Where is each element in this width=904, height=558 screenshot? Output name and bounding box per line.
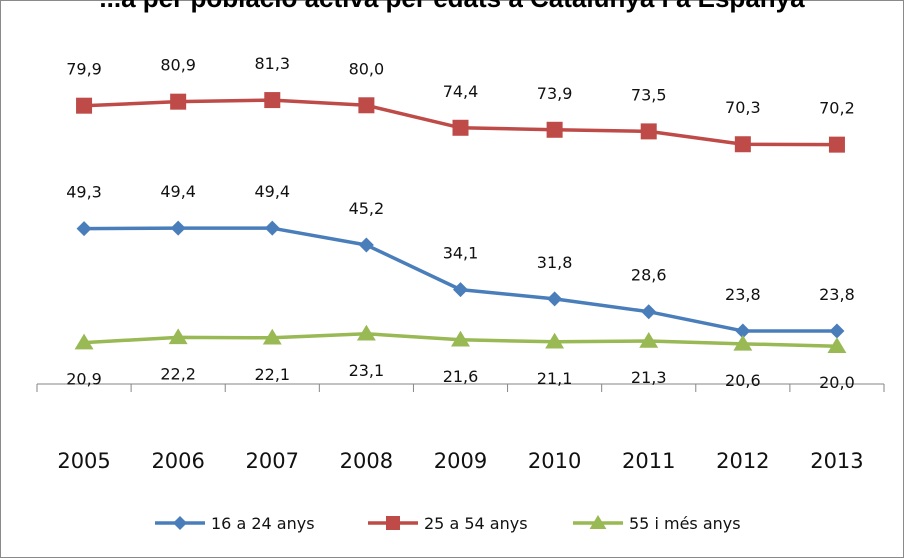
data-point-square — [828, 136, 845, 153]
data-label: 20,9 — [66, 370, 102, 389]
data-labels: 49,3 49,4 49,4 45,2 34,1 31,8 28,6 23,8 23,8 79,9… — [66, 54, 855, 392]
data-label: 20,6 — [725, 371, 761, 390]
data-point-triangle — [733, 334, 753, 351]
data-label: 73,5 — [631, 85, 667, 104]
x-axis: 2005 2006 2007 2008 2009 2010 2011 2012 2013 — [36, 383, 885, 473]
x-tick-label: 2008 — [340, 449, 393, 473]
legend-label: 25 a 54 anys — [424, 514, 528, 533]
data-point-diamond — [264, 220, 280, 236]
data-point-diamond — [358, 237, 374, 253]
data-label: 20,0 — [819, 373, 855, 392]
x-tick-label: 2013 — [810, 449, 863, 473]
data-label: 70,3 — [725, 98, 761, 117]
x-tick-label: 2005 — [57, 449, 110, 473]
data-point-diamond — [453, 282, 468, 298]
data-point-square — [546, 121, 563, 138]
data-label: 22,2 — [160, 364, 196, 383]
data-point-diamond — [170, 220, 186, 236]
x-tick-label: 2012 — [716, 449, 769, 473]
data-label: 79,9 — [66, 60, 102, 79]
data-label: 70,2 — [819, 99, 855, 118]
data-point-triangle — [262, 328, 282, 345]
data-point-square — [358, 97, 375, 114]
data-label: 21,6 — [443, 367, 479, 386]
data-label: 80,0 — [349, 59, 385, 78]
legend: 16 a 24 anys 25 a 54 anys 55 i més anys — [155, 514, 741, 533]
data-label: 74,4 — [443, 82, 479, 101]
data-label: 28,6 — [631, 266, 667, 285]
data-point-square — [76, 97, 93, 114]
data-point-square — [264, 92, 281, 109]
data-label: 49,4 — [160, 182, 196, 201]
x-tick-label: 2010 — [528, 449, 581, 473]
legend-label: 55 i més anys — [629, 514, 741, 533]
data-point-square — [170, 93, 187, 110]
data-point-diamond — [76, 221, 92, 237]
data-label: 49,3 — [66, 183, 102, 202]
data-label: 21,1 — [537, 369, 573, 388]
data-point-diamond — [641, 304, 657, 320]
data-label: 73,9 — [537, 84, 573, 103]
data-point-diamond — [829, 323, 845, 339]
data-point-triangle — [168, 328, 188, 345]
data-point-triangle — [74, 333, 94, 350]
x-tick-label: 2006 — [151, 449, 204, 473]
x-tick-label: 2009 — [434, 449, 487, 473]
data-point-diamond — [735, 323, 751, 339]
data-label: 21,3 — [631, 368, 667, 387]
data-point-triangle — [827, 337, 847, 353]
data-point-triangle — [545, 332, 565, 349]
data-point-square — [640, 123, 657, 140]
data-label: 23,8 — [819, 285, 855, 304]
data-point-triangle — [589, 515, 607, 529]
data-point-triangle — [639, 332, 659, 348]
series-layer — [74, 92, 847, 353]
data-label: 23,1 — [349, 361, 385, 380]
data-point-square — [386, 516, 400, 530]
data-point-square — [734, 136, 751, 153]
data-point-square — [452, 119, 469, 136]
legend-label: 16 a 24 anys — [211, 514, 315, 533]
data-label: 81,3 — [254, 54, 290, 73]
data-label: 49,4 — [254, 182, 290, 201]
data-point-diamond — [547, 291, 563, 307]
chart-title: ...a per població activa per edats a Cat… — [0, 0, 904, 23]
data-point-diamond — [173, 516, 187, 530]
x-tick-label: 2011 — [622, 449, 675, 473]
data-label: 80,9 — [160, 56, 196, 75]
x-tick-label: 2007 — [246, 449, 299, 473]
data-label: 23,8 — [725, 285, 761, 304]
data-point-triangle — [451, 330, 470, 347]
data-label: 34,1 — [443, 244, 479, 263]
chart-title-text: ...a per població activa per edats a Cat… — [99, 0, 804, 13]
data-label: 22,1 — [254, 365, 290, 384]
data-label: 31,8 — [537, 253, 573, 272]
data-label: 45,2 — [349, 199, 385, 218]
data-point-triangle — [356, 324, 376, 341]
